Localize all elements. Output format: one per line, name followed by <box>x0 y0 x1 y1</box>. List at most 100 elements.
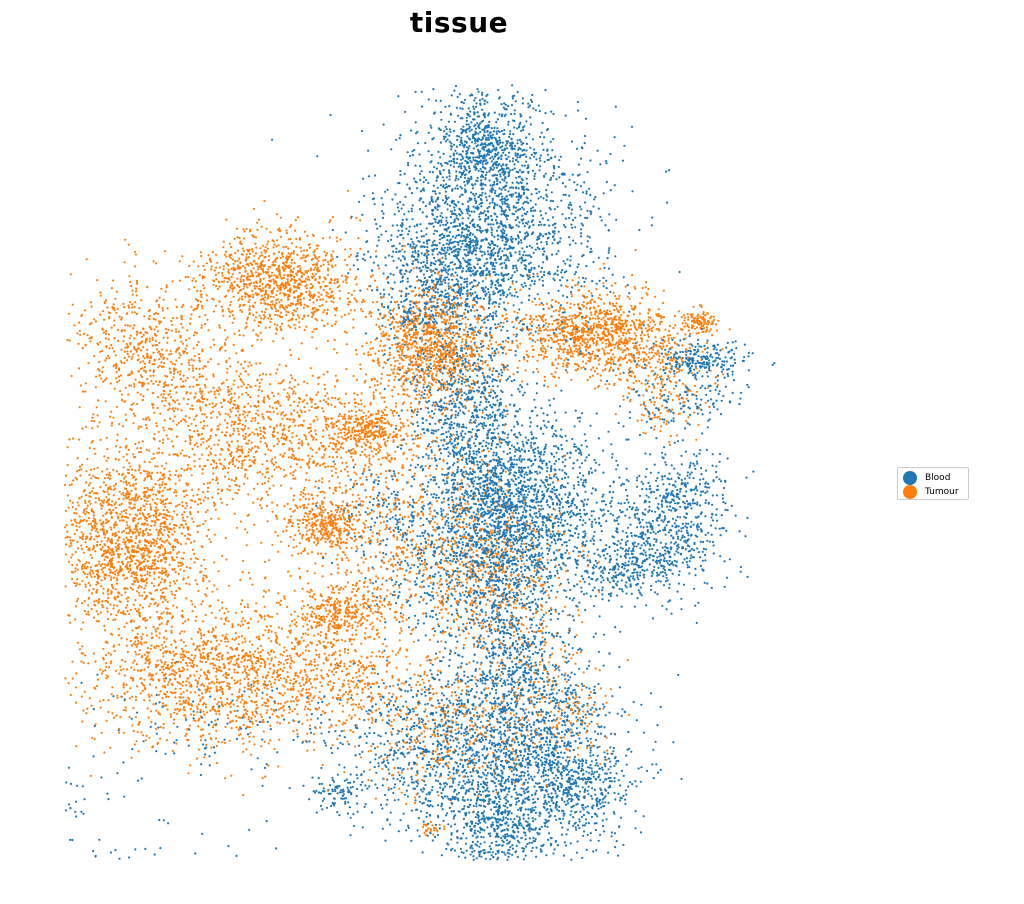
point-blood <box>665 574 667 576</box>
point-tumour <box>569 307 571 309</box>
point-tumour <box>330 466 332 468</box>
point-blood <box>726 577 728 579</box>
point-tumour <box>302 652 304 654</box>
point-blood <box>593 531 595 533</box>
point-blood <box>686 557 688 559</box>
point-tumour <box>288 252 290 254</box>
point-tumour <box>228 478 230 480</box>
point-tumour <box>256 339 258 341</box>
point-tumour <box>461 581 463 583</box>
point-blood <box>649 485 651 487</box>
point-blood <box>572 825 574 827</box>
point-tumour <box>322 298 324 300</box>
point-blood <box>463 146 465 148</box>
point-tumour <box>164 487 166 489</box>
point-blood <box>483 829 485 831</box>
point-blood <box>501 130 503 132</box>
point-tumour <box>375 655 377 657</box>
point-tumour <box>149 315 151 317</box>
point-blood <box>507 437 509 439</box>
point-blood <box>432 496 434 498</box>
point-tumour <box>494 705 496 707</box>
point-tumour <box>618 335 620 337</box>
point-tumour <box>253 456 255 458</box>
point-blood <box>552 200 554 202</box>
point-blood <box>477 830 479 832</box>
point-tumour <box>379 620 381 622</box>
point-tumour <box>252 250 254 252</box>
point-blood <box>458 703 460 705</box>
point-tumour <box>200 603 202 605</box>
point-tumour <box>153 626 155 628</box>
point-tumour <box>235 715 237 717</box>
point-tumour <box>466 622 468 624</box>
point-tumour <box>214 405 216 407</box>
point-tumour <box>166 509 168 511</box>
point-blood <box>696 372 698 374</box>
point-blood <box>645 554 647 556</box>
point-tumour <box>244 475 246 477</box>
point-blood <box>458 784 460 786</box>
point-tumour <box>137 670 139 672</box>
point-tumour <box>254 445 256 447</box>
point-blood <box>509 448 511 450</box>
point-tumour <box>370 692 372 694</box>
point-blood <box>538 769 540 771</box>
point-blood <box>150 726 152 728</box>
point-tumour <box>123 686 125 688</box>
point-blood <box>602 572 604 574</box>
point-tumour <box>95 376 97 378</box>
point-blood <box>472 187 474 189</box>
point-tumour <box>87 362 89 364</box>
point-blood <box>297 736 299 738</box>
point-tumour <box>280 485 282 487</box>
point-tumour <box>299 506 301 508</box>
point-blood <box>713 544 715 546</box>
point-tumour <box>384 409 386 411</box>
point-blood <box>707 400 709 402</box>
point-tumour <box>131 356 133 358</box>
point-blood <box>575 684 577 686</box>
point-blood <box>533 399 535 401</box>
point-tumour <box>182 696 184 698</box>
point-tumour <box>239 688 241 690</box>
point-tumour <box>97 531 99 533</box>
point-blood <box>521 206 523 208</box>
point-blood <box>732 341 734 343</box>
point-blood <box>552 138 554 140</box>
point-tumour <box>405 803 407 805</box>
point-tumour <box>360 699 362 701</box>
point-tumour <box>102 366 104 368</box>
point-tumour <box>360 500 362 502</box>
point-blood <box>461 459 463 461</box>
point-tumour <box>191 518 193 520</box>
point-blood <box>529 425 531 427</box>
point-tumour <box>676 434 678 436</box>
point-tumour <box>323 289 325 291</box>
point-tumour <box>215 671 217 673</box>
point-blood <box>393 754 395 756</box>
point-tumour <box>261 697 263 699</box>
point-tumour <box>257 410 259 412</box>
point-blood <box>689 353 691 355</box>
point-tumour <box>272 340 274 342</box>
point-tumour <box>162 481 164 483</box>
point-blood <box>410 464 412 466</box>
point-tumour <box>414 358 416 360</box>
point-tumour <box>537 681 539 683</box>
point-blood <box>500 475 502 477</box>
point-tumour <box>81 496 83 498</box>
point-tumour <box>385 481 387 483</box>
point-tumour <box>137 731 139 733</box>
point-tumour <box>378 708 380 710</box>
point-tumour <box>306 235 308 237</box>
point-blood <box>593 689 595 691</box>
point-tumour <box>348 256 350 258</box>
point-tumour <box>260 662 262 664</box>
point-tumour <box>193 454 195 456</box>
point-tumour <box>260 651 262 653</box>
point-blood <box>411 511 413 513</box>
point-blood <box>468 812 470 814</box>
point-blood <box>505 571 507 573</box>
point-blood <box>511 182 513 184</box>
